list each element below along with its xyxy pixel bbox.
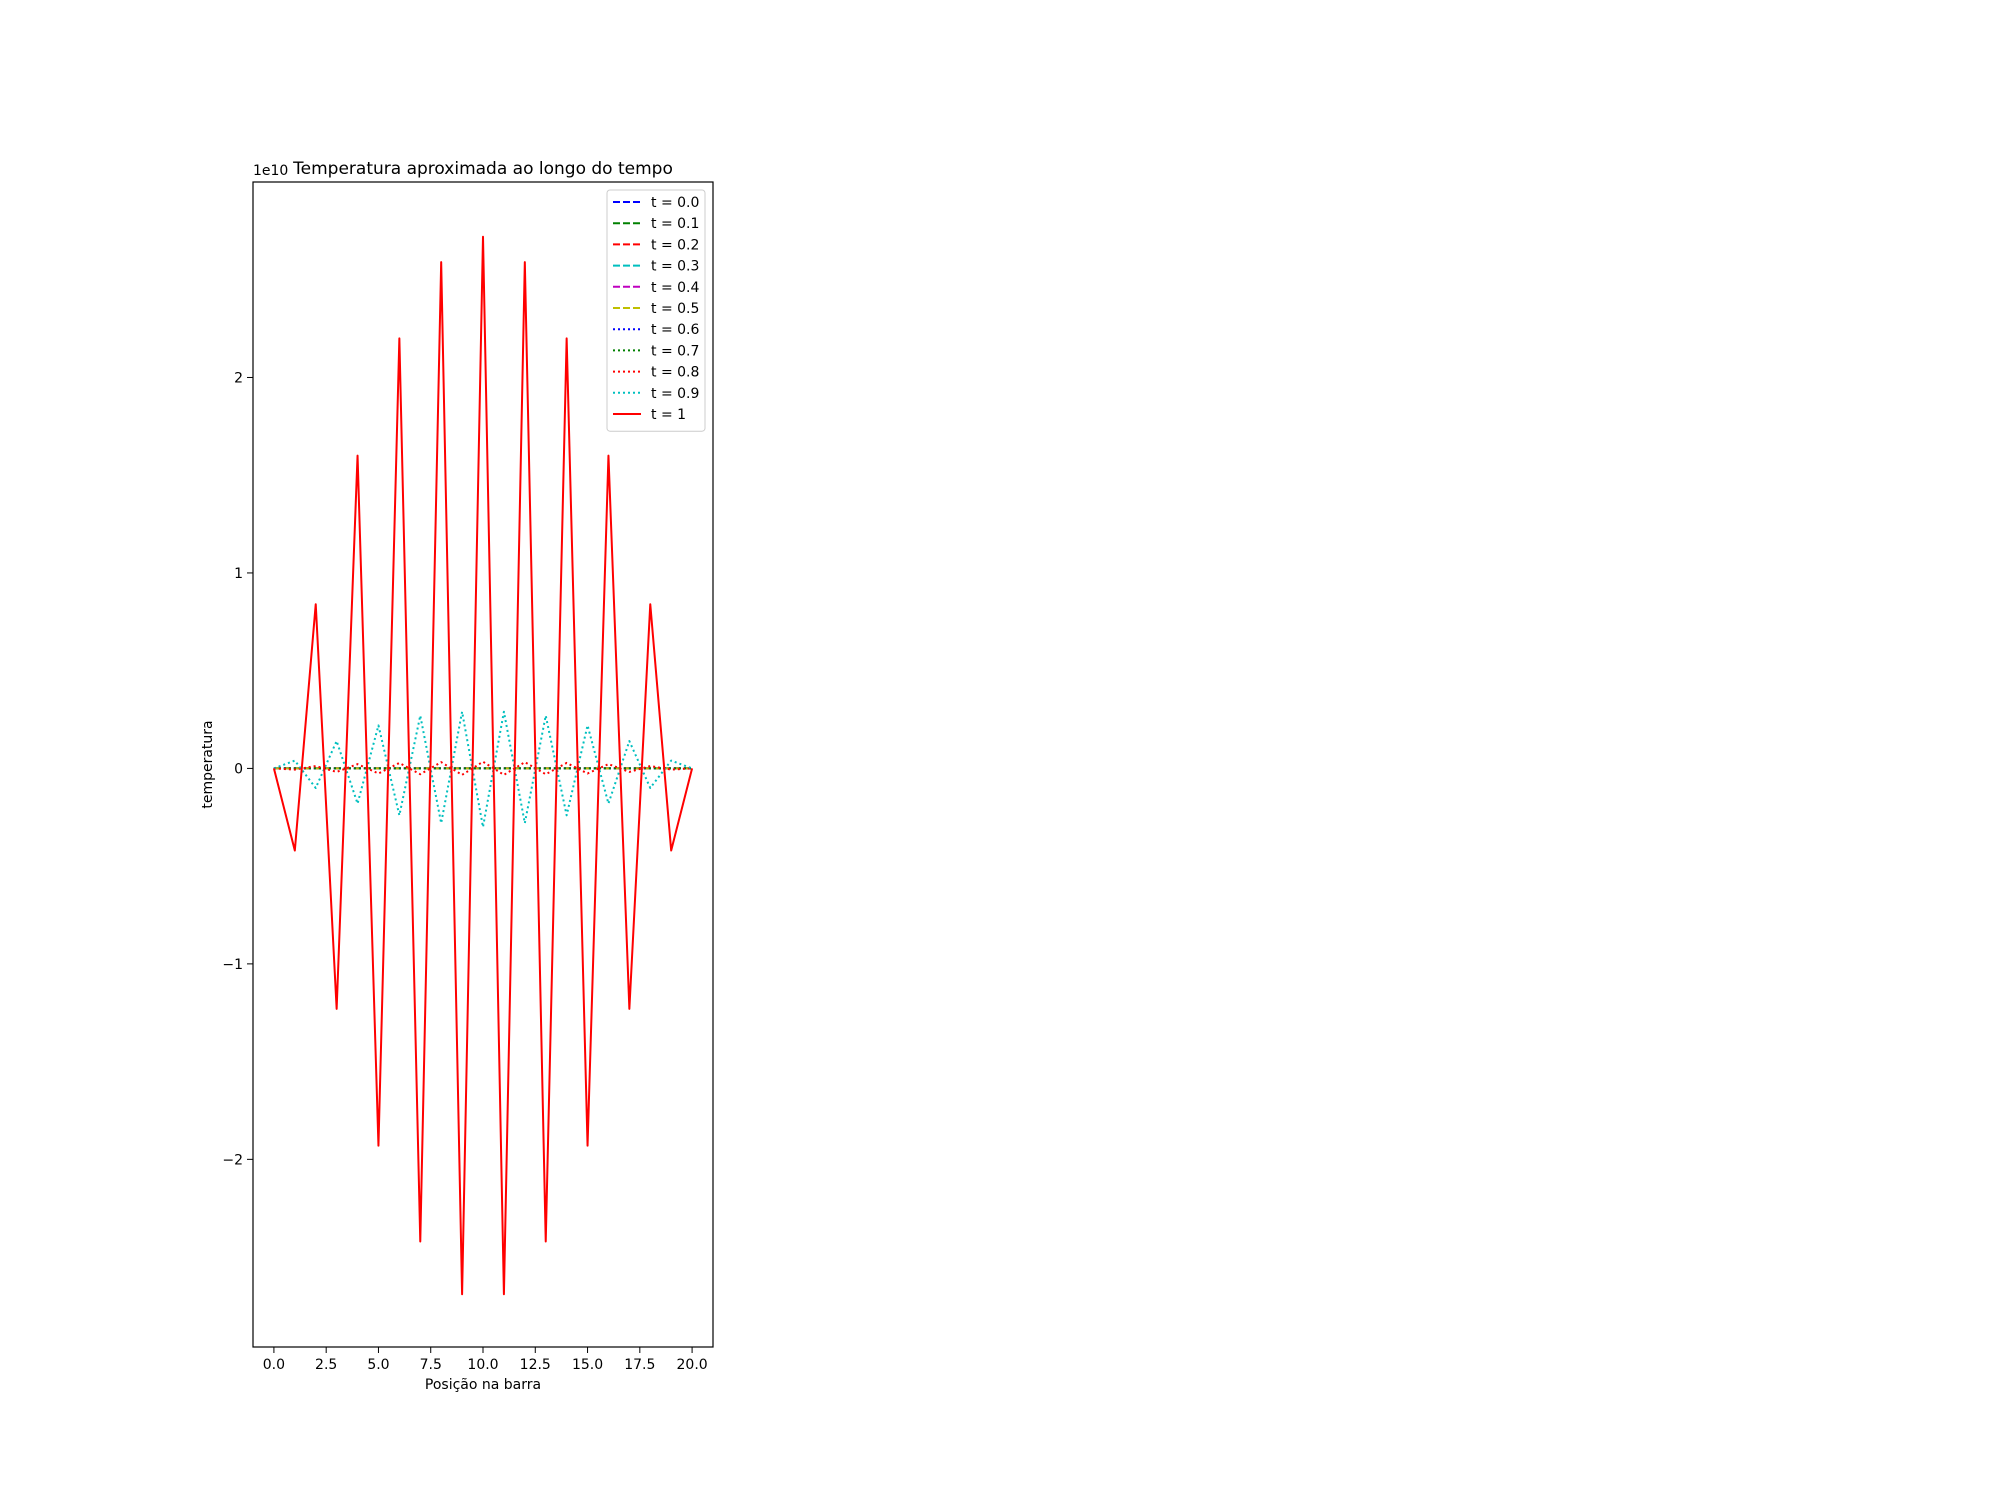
legend-box [606, 189, 706, 432]
series-line-8 [273, 760, 693, 776]
legend-label: t = 0.9 [651, 386, 699, 402]
x-tick-label: 15.0 [572, 1357, 603, 1373]
y-tick-label: −1 [222, 957, 243, 973]
legend-label: t = 0.5 [651, 301, 699, 317]
y-offset-label: 1e10 [253, 163, 288, 179]
legend-label: t = 0.7 [651, 343, 699, 359]
legend-label: t = 1 [651, 407, 686, 423]
chart-title: Temperatura aproximada ao longo do tempo [292, 159, 673, 179]
series-line-10 [272, 235, 694, 1296]
legend-label: t = 0.3 [651, 259, 699, 275]
x-tick-label: 0.0 [263, 1357, 285, 1373]
legend-label: t = 0.2 [651, 237, 699, 253]
x-axis-label: Posição na barra [425, 1377, 541, 1393]
axis-ticks: 0.0 2.5 5.0 7.5 10.0 12.5 15.0 17.5 20.0 −2 −1 0 1 2 [222, 370, 707, 1373]
legend-label: t = 0.1 [651, 216, 699, 232]
x-tick-label: 7.5 [420, 1357, 442, 1373]
legend-label: t = 0.8 [651, 365, 699, 381]
legend-label: t = 0.4 [651, 280, 699, 296]
x-tick-label: 17.5 [624, 1357, 655, 1373]
x-tick-label: 2.5 [315, 1357, 337, 1373]
x-tick-label: 12.5 [520, 1357, 551, 1373]
legend: t = 0.0 t = 0.1 t = 0.2 t = 0.3 t = 0.4 t = 0… [606, 189, 706, 432]
y-axis-label: temperatura [200, 720, 216, 808]
y-tick-label: 1 [234, 566, 243, 582]
y-tick-label: −2 [222, 1152, 243, 1168]
x-tick-label: 5.0 [367, 1357, 389, 1373]
y-tick-label: 0 [234, 761, 243, 777]
x-tick-label: 10.0 [467, 1357, 498, 1373]
legend-label: t = 0.0 [651, 195, 699, 211]
series-line-9 [273, 710, 693, 829]
y-tick-label: 2 [234, 370, 243, 386]
legend-label: t = 0.6 [651, 322, 699, 338]
x-tick-label: 20.0 [677, 1357, 708, 1373]
